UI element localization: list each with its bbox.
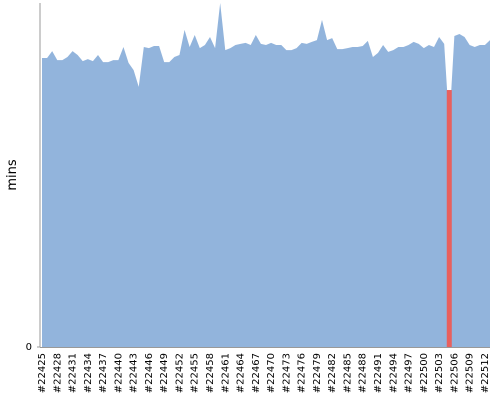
x-tick-label: #22431 <box>68 353 79 393</box>
x-tick-label: #22446 <box>144 353 155 393</box>
x-tick-label: #22494 <box>388 353 399 393</box>
x-tick-label: #22491 <box>373 353 384 393</box>
x-tick-label: #22500 <box>419 353 430 393</box>
x-tick-label: #22464 <box>236 353 247 393</box>
x-tick-label: #22461 <box>220 353 231 393</box>
x-tick-label: #22470 <box>266 353 277 393</box>
x-tick-label: #22479 <box>312 353 323 393</box>
x-tick-label: #22434 <box>83 353 94 393</box>
x-tick-label: #22449 <box>159 353 170 393</box>
x-tick-label: #22497 <box>404 353 415 393</box>
x-tick-label: #22443 <box>129 353 140 393</box>
y-tick-label: 0 <box>26 342 32 353</box>
x-tick-label: #22428 <box>52 353 63 393</box>
x-tick-label: #22509 <box>465 353 476 393</box>
x-tick-label: #22467 <box>251 353 262 393</box>
x-tick-label: #22488 <box>358 353 369 393</box>
x-tick-label: #22506 <box>449 353 460 393</box>
x-tick-label: #22452 <box>174 353 185 393</box>
x-tick-label: #22503 <box>434 353 445 393</box>
x-tick-label: #22455 <box>190 353 201 393</box>
y-axis-label: mins <box>5 159 20 191</box>
bar <box>446 90 452 348</box>
x-tick-label: #22458 <box>205 353 216 393</box>
x-tick-label: #22512 <box>480 353 491 393</box>
x-tick-label: #22437 <box>98 353 109 393</box>
x-tick-label: #22425 <box>37 353 48 393</box>
x-tick-label: #22440 <box>113 353 124 393</box>
x-tick-label: #22473 <box>281 353 292 393</box>
x-tick-label: #22485 <box>342 353 353 393</box>
x-tick-label: #22476 <box>297 353 308 393</box>
x-tick-label: #22482 <box>327 353 338 393</box>
area <box>42 3 490 347</box>
